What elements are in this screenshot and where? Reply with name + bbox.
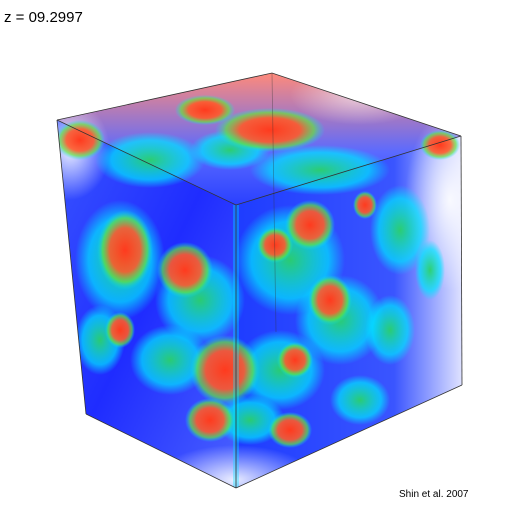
credit-label: Shin et al. 2007	[399, 489, 469, 500]
ionized-regions	[57, 95, 460, 448]
cube-wireframe	[56, 72, 463, 489]
cube-volume	[57, 73, 462, 488]
redshift-label: z = 09.2997	[4, 9, 83, 26]
